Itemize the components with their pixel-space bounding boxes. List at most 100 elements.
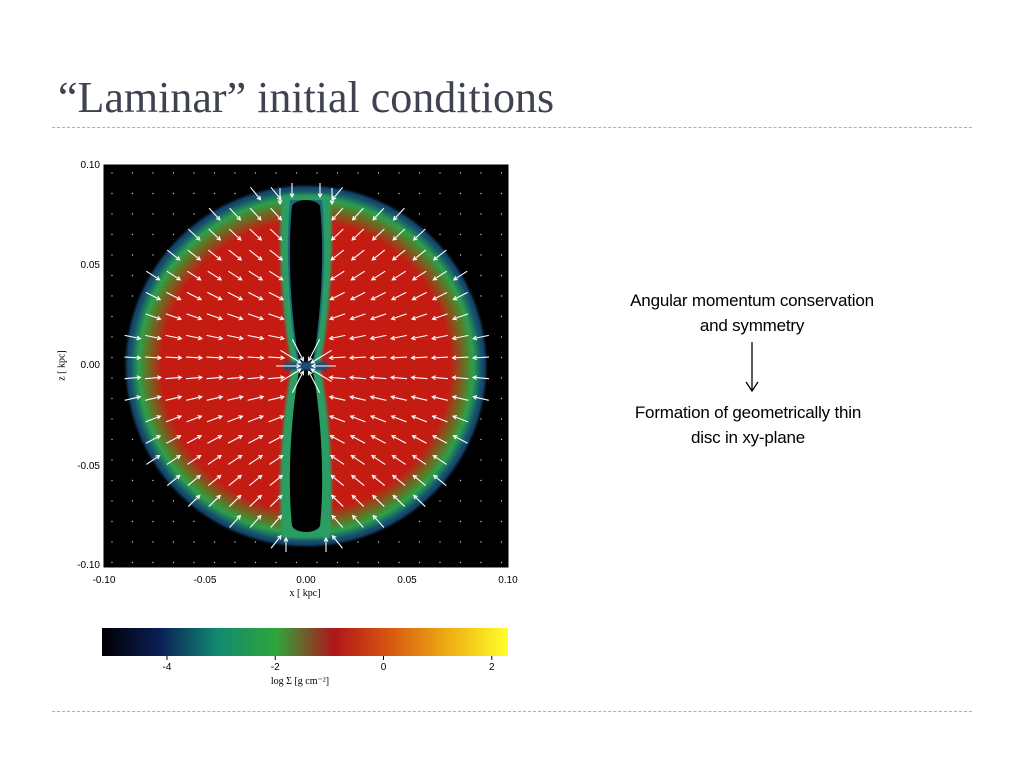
velocity-arrow [411,435,427,444]
velocity-arrow [228,454,243,465]
velocity-arrow [187,454,202,465]
velocity-arrow [145,334,162,341]
velocity-arrow [247,334,265,341]
conclusion-premise: Angular momentum conservation and symmet… [566,288,938,338]
background-grid-dot [500,397,503,400]
background-grid-dot [500,438,503,441]
background-grid-dot [131,520,134,523]
velocity-arrow [186,334,203,341]
velocity-arrow [145,270,161,281]
background-grid-dot [500,479,503,482]
velocity-arrow [186,270,202,281]
velocity-arrow [329,291,345,301]
velocity-arrow [410,313,428,321]
velocity-arrow [432,249,447,261]
velocity-arrow [391,249,406,261]
colorbar-label: log Σ [g cm⁻²] [270,676,330,687]
velocity-arrow [186,435,203,444]
background-grid-dot [377,561,380,564]
velocity-arrow [349,334,366,341]
velocity-arrow [144,375,163,380]
velocity-arrow [371,474,386,486]
background-grid-dot [131,213,134,215]
velocity-arrow [451,375,469,380]
background-grid-dot [439,172,441,174]
velocity-arrow [280,349,302,364]
y-tick-label: -0.10 [77,560,100,571]
velocity-arrow [349,435,366,444]
background-grid-dot [459,541,462,543]
velocity-arrow [472,334,489,341]
background-grid-dot [131,254,134,256]
velocity-arrow [208,207,221,221]
velocity-arrow [411,454,427,465]
velocity-arrow [351,494,365,507]
velocity-arrow [228,249,243,261]
background-grid-dot [357,541,359,543]
velocity-arrow [371,228,385,241]
velocity-arrow [369,313,387,321]
background-grid-dot [439,500,441,502]
note-line: and symmetry [699,316,805,335]
velocity-arrow [145,415,162,423]
velocity-arrow [207,291,223,301]
background-grid-dot [500,356,503,359]
velocity-arrow [390,435,407,444]
velocity-arrow [144,355,163,361]
background-grid-dot [131,192,134,195]
velocity-arrow [371,494,385,507]
background-grid-dot [193,541,195,543]
background-grid-dot [500,192,503,195]
background-grid-dot [418,561,421,564]
velocity-arrow [308,339,321,362]
background-grid-dot [111,520,113,523]
velocity-arrow [247,355,265,361]
background-grid-dot [172,500,175,502]
x-axis-label: x [ kpc] [289,588,321,599]
central-cavity [289,200,323,365]
background-grid-dot [254,172,257,174]
density-map [102,164,509,660]
velocity-arrow [452,291,468,301]
background-grid-dot [316,172,318,174]
y-tick-label: 0.00 [80,360,100,371]
velocity-arrow [369,415,387,423]
velocity-arrow [310,349,332,364]
background-grid-dot [480,459,482,461]
velocity-arrow [268,313,285,321]
background-grid-dot [377,541,380,543]
velocity-arrow [430,375,449,380]
velocity-arrow [412,474,427,486]
velocity-arrow [208,228,222,241]
velocity-arrow [390,291,407,301]
velocity-arrow [370,291,386,301]
velocity-arrow [227,435,244,444]
conclusion-result: Formation of geometrically thin disc in … [566,400,930,450]
velocity-arrow [206,334,224,341]
background-grid-dot [111,315,113,318]
velocity-arrow [227,334,244,341]
background-grid-dot [152,541,154,543]
background-grid-dot [459,213,462,215]
background-grid-dot [480,213,482,215]
velocity-arrow [351,514,364,528]
background-grid-dot [439,541,441,543]
background-grid-dot [418,541,421,543]
background-grid-dot [459,500,462,502]
background-grid-dot [131,438,134,441]
background-grid-dot [336,561,339,564]
background-grid-dot [193,561,195,564]
velocity-arrow [452,435,468,444]
velocity-arrow [277,188,283,206]
note-line: Angular momentum conservation [630,291,874,310]
velocity-arrow [165,355,183,361]
velocity-arrow [392,494,406,507]
velocity-arrow [330,494,344,507]
background-grid-dot [111,336,113,338]
velocity-arrow [146,454,161,465]
velocity-arrow [328,395,346,401]
velocity-arrow [370,435,386,444]
background-grid-dot [418,192,421,195]
simulation-figure: 0.10 0.05 0.00 -0.05 -0.10 -0.10 -0.05 0… [0,0,540,700]
velocity-arrow [328,334,346,341]
